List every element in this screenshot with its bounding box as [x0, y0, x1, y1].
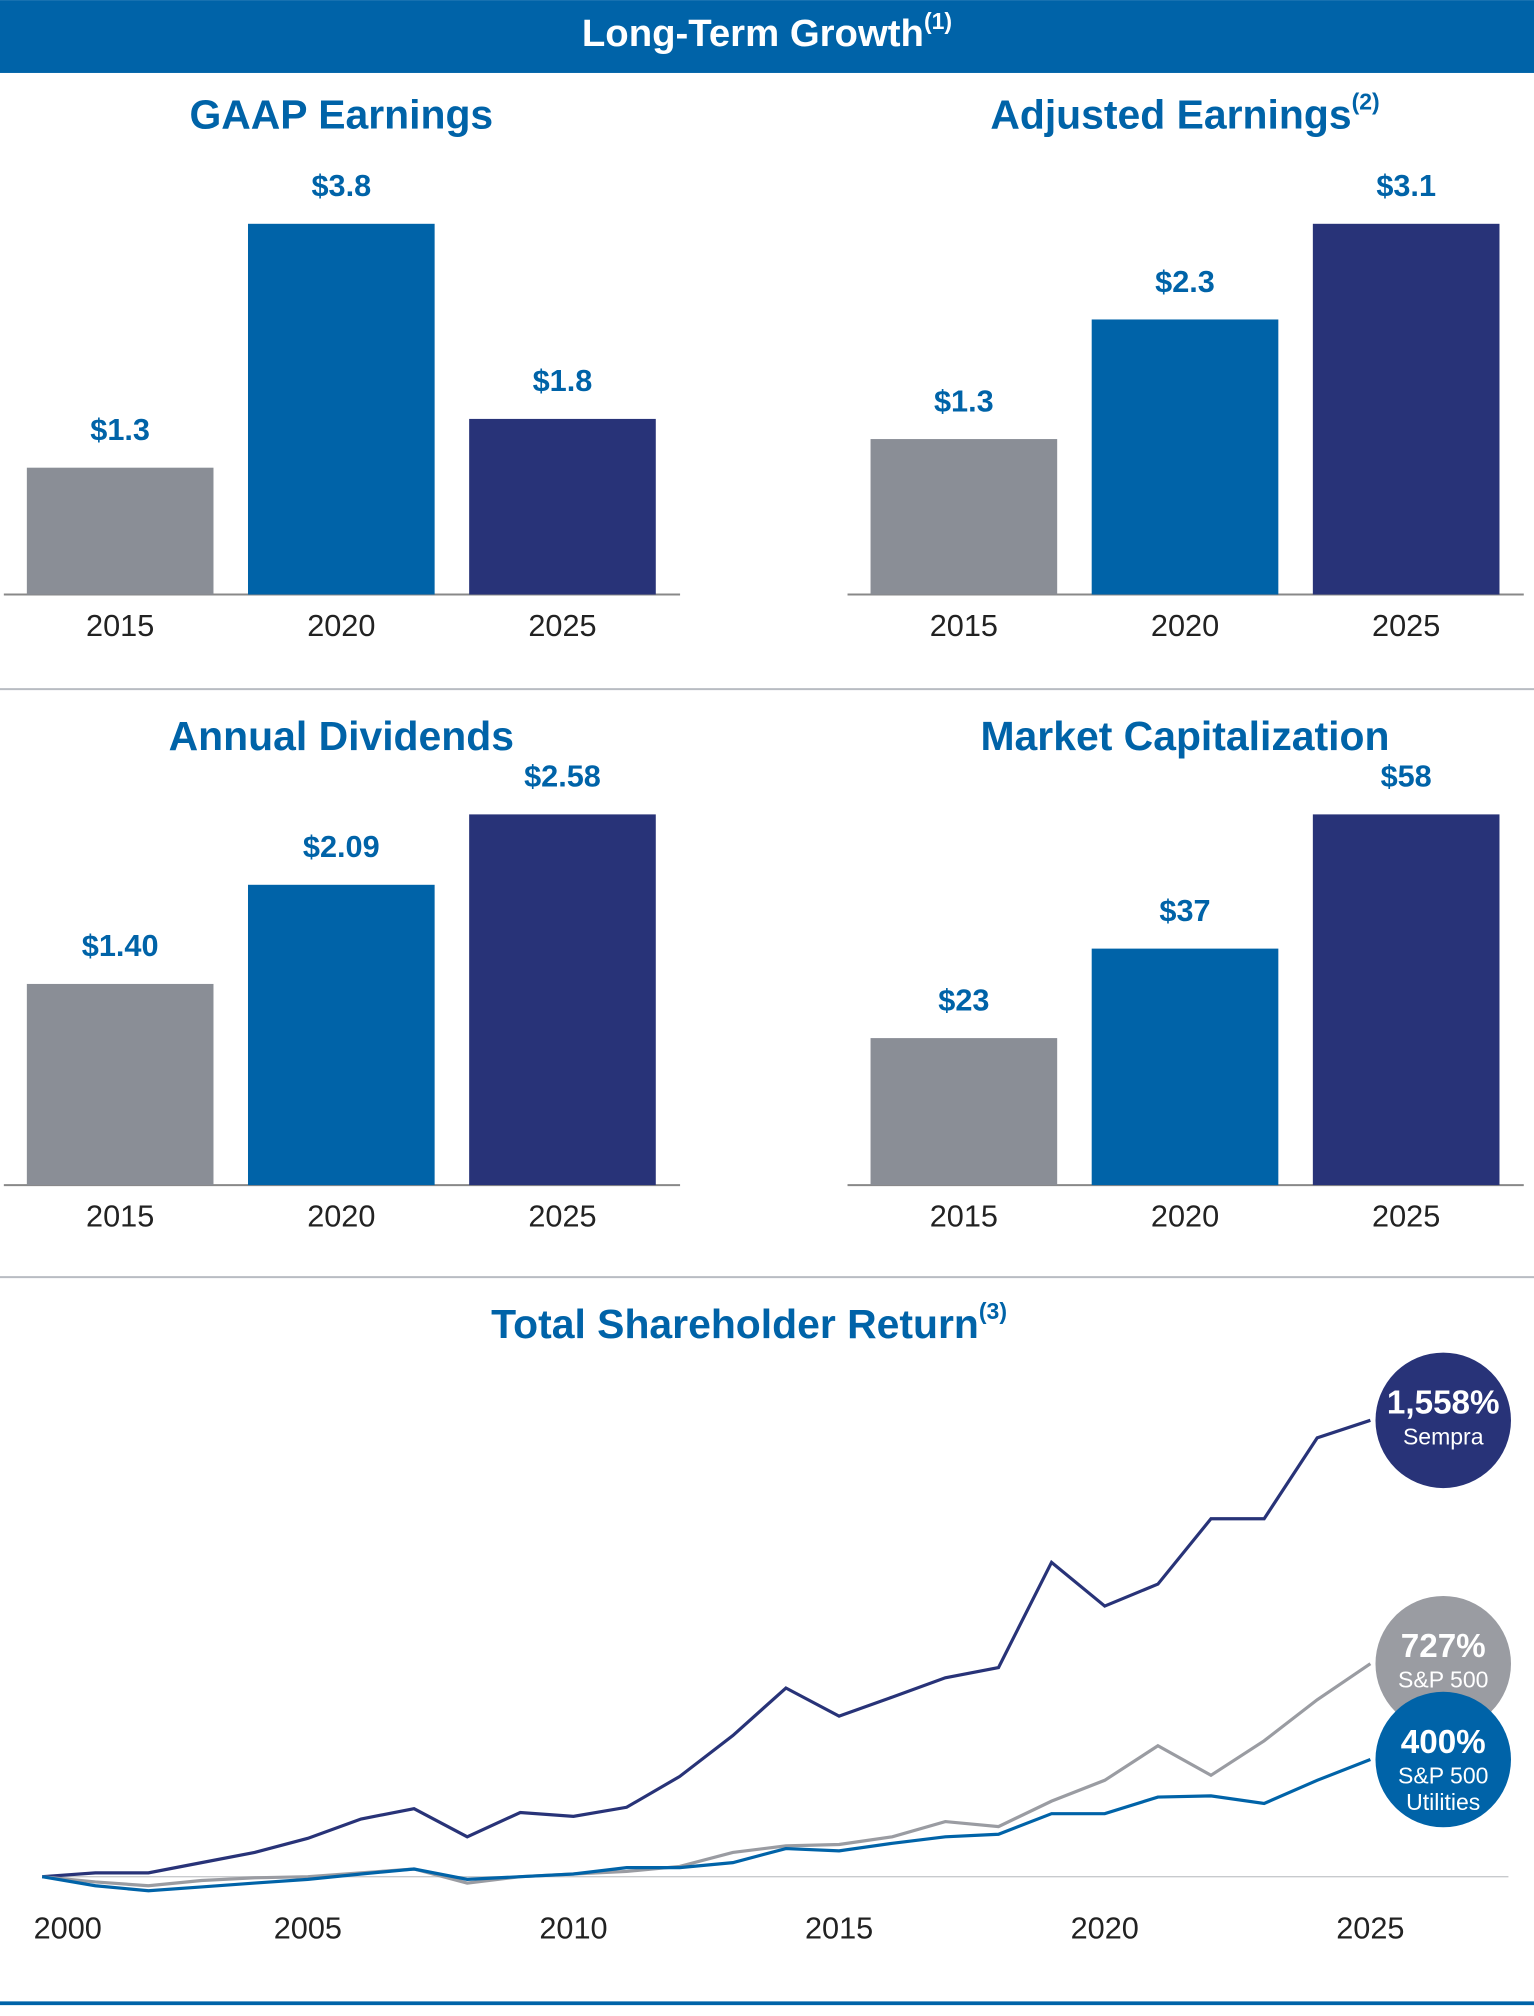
- bar: [247, 884, 435, 1186]
- x-tick-label: 2015: [930, 608, 998, 643]
- chart-title-text: Total Shareholder Return: [491, 1301, 979, 1347]
- bar: [1312, 814, 1500, 1186]
- bar: [247, 223, 435, 595]
- bar: [870, 1038, 1058, 1186]
- chart-title-text: GAAP Earnings: [189, 91, 493, 137]
- bar: [1091, 948, 1279, 1186]
- legend-entry: Sempra: [1402, 1424, 1484, 1450]
- chart-title-note: (2): [1352, 89, 1380, 115]
- header-bar: [0, 0, 1534, 73]
- header-title-text: Long-Term Growth: [582, 12, 924, 55]
- series-name-box: S&P 500: [1398, 1667, 1489, 1694]
- value-label: $2.58: [524, 759, 601, 794]
- chart-title-text: Adjusted Earnings: [990, 91, 1351, 137]
- value-label: $1.8: [533, 363, 593, 398]
- end-badge: [1375, 1595, 1511, 1732]
- header-title: Long-Term Growth(1): [582, 8, 952, 55]
- end-value-label: 400%: [1401, 1724, 1486, 1761]
- x-tick-label: 2025: [528, 1198, 596, 1233]
- x-tick-label: 2000: [34, 1910, 102, 1945]
- value-label: $58: [1381, 759, 1432, 794]
- value-label: $2.3: [1155, 264, 1215, 299]
- chart-title-note: (3): [979, 1298, 1007, 1324]
- bar: [469, 418, 656, 595]
- chart-title: Annual Dividends: [169, 713, 514, 759]
- x-tick-label: 2020: [307, 1198, 375, 1233]
- legend-entry: S&P 500: [1398, 1667, 1489, 1694]
- x-tick-label: 2025: [1336, 1910, 1404, 1945]
- x-tick-label: 2020: [1151, 1198, 1219, 1233]
- bar: [26, 983, 214, 1186]
- chart-title: Adjusted Earnings(2): [990, 89, 1379, 138]
- end-value-label: 1,558%: [1387, 1385, 1500, 1422]
- x-tick-label: 2020: [1151, 608, 1219, 643]
- legend-entry: S&P 500 Utilities: [1398, 1763, 1489, 1816]
- value-label: $3.1: [1376, 168, 1436, 203]
- x-tick-label: 2025: [1372, 1198, 1440, 1233]
- series-name-box: S&P 500 Utilities: [1398, 1763, 1489, 1816]
- x-tick-label: 2005: [274, 1910, 342, 1945]
- series-name-box: Sempra: [1402, 1424, 1484, 1450]
- line: [42, 1418, 1371, 1879]
- value-label: $1.40: [82, 928, 159, 963]
- bar: [469, 814, 656, 1186]
- value-label: $37: [1159, 893, 1210, 928]
- value-label: $3.8: [311, 168, 371, 203]
- line: [42, 1662, 1372, 1888]
- bar: [1312, 223, 1500, 595]
- line: [41, 1757, 1371, 1893]
- chart-title: Total Shareholder Return(3): [491, 1298, 1007, 1347]
- header-note: (1): [924, 8, 952, 34]
- end-badge: [1375, 1691, 1511, 1828]
- x-tick-label: 2015: [930, 1198, 998, 1233]
- chart-title: Market Capitalization: [981, 713, 1390, 759]
- x-tick-label: 2010: [539, 1910, 607, 1945]
- value-label: $1.3: [934, 383, 994, 418]
- x-tick-label: 2020: [1071, 1910, 1139, 1945]
- chart-title-text: Market Capitalization: [981, 713, 1390, 759]
- x-tick-label: 2015: [805, 1910, 873, 1945]
- bar: [1091, 319, 1279, 595]
- value-label: $1.3: [90, 412, 150, 447]
- bar: [26, 467, 214, 595]
- x-tick-label: 2020: [307, 608, 375, 643]
- chart-title: GAAP Earnings: [189, 91, 493, 137]
- bar: [870, 439, 1058, 595]
- x-tick-label: 2015: [86, 1198, 154, 1233]
- chart-title-text: Annual Dividends: [169, 713, 514, 759]
- x-tick-label: 2015: [86, 608, 154, 643]
- end-badge: [1375, 1352, 1511, 1489]
- x-tick-label: 2025: [528, 608, 596, 643]
- x-tick-label: 2025: [1372, 608, 1440, 643]
- value-label: $23: [938, 982, 989, 1017]
- end-value-label: 727%: [1401, 1628, 1486, 1665]
- value-label: $2.09: [303, 829, 380, 864]
